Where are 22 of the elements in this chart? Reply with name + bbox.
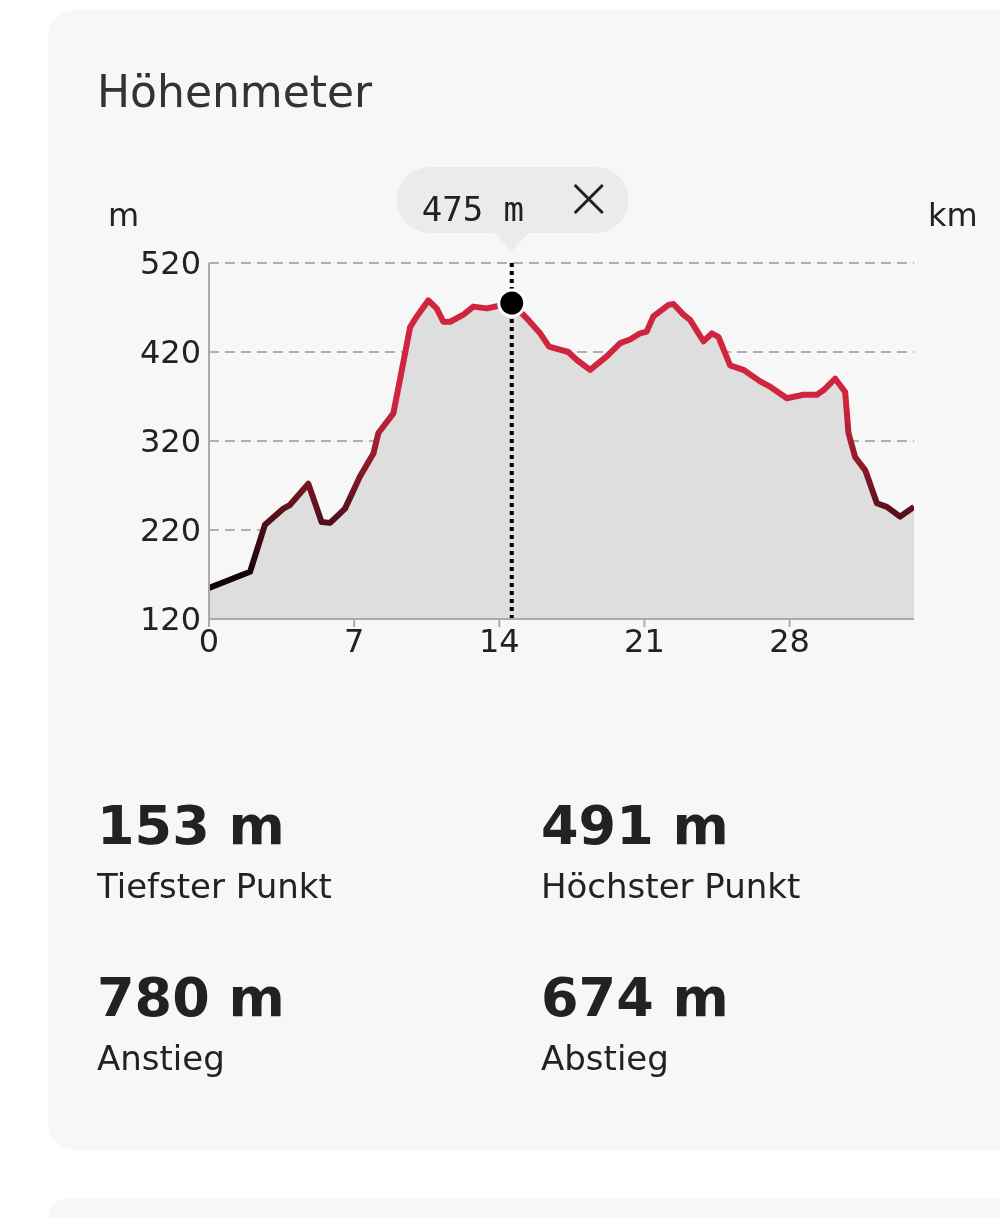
y-tick-label: 120 xyxy=(139,600,201,639)
chart-title: Höhenmeter xyxy=(97,66,373,117)
y-tick-label: 320 xyxy=(139,422,201,461)
text: 780 m xyxy=(97,966,285,1029)
text: 674 m xyxy=(541,966,729,1029)
x-tick-label: 0 xyxy=(198,621,220,660)
y-tick-label: 520 xyxy=(139,244,201,283)
text: Abstieg xyxy=(541,1038,669,1078)
text: 153 m xyxy=(97,794,285,857)
text: 491 m xyxy=(541,794,729,857)
x-tick-label: 14 xyxy=(478,621,520,660)
x-axis-title: km xyxy=(928,196,978,234)
text: Höchster Punkt xyxy=(541,866,801,906)
y-tick-label: 220 xyxy=(139,511,201,550)
x-tick-label: 28 xyxy=(769,621,810,660)
x-tick-label: 21 xyxy=(624,621,665,660)
text: Anstieg xyxy=(97,1038,225,1078)
y-tick-label: 420 xyxy=(139,333,201,372)
x-tick-label: 7 xyxy=(343,621,365,660)
annotation: 475 m xyxy=(421,188,525,229)
y-axis-title: m xyxy=(108,196,140,234)
text: Tiefster Punkt xyxy=(97,866,332,906)
